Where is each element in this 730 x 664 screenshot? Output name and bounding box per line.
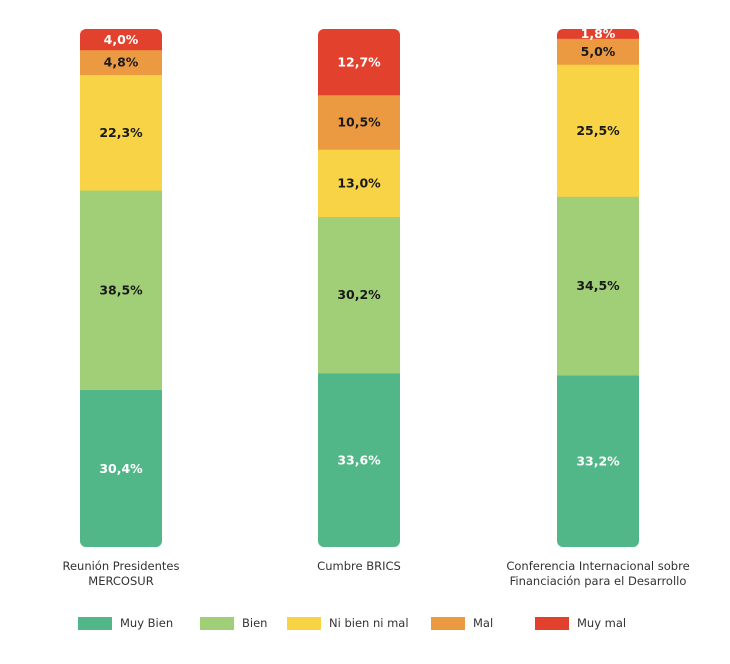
legend-item: Muy Bien (78, 616, 173, 630)
legend-item: Bien (200, 616, 267, 630)
data-label: 5,0% (581, 44, 616, 59)
category-label-line: Conferencia Internacional sobre (506, 559, 690, 573)
category-label: Conferencia Internacional sobre Financiac… (488, 559, 708, 589)
data-label: 33,6% (337, 452, 381, 467)
bar-segment-ni-bien-ni-mal (80, 74, 162, 191)
legend-label: Mal (473, 616, 494, 630)
bar-segment-ni-bien-ni-mal (557, 64, 639, 197)
bar-segment-muy-mal (557, 29, 639, 39)
legend-item: Ni bien ni mal (287, 616, 409, 630)
data-label: 25,5% (576, 123, 620, 138)
bar-segment-bien (80, 190, 162, 391)
bar-segment-bien (318, 216, 400, 374)
bar-segment-mal (318, 94, 400, 150)
data-label: 30,4% (99, 461, 143, 476)
data-label: 12,7% (337, 54, 381, 69)
category-label-line: Financiación para el Desarrollo (509, 574, 687, 588)
bar-segment-bien (557, 196, 639, 376)
legend-item: Muy mal (535, 616, 626, 630)
category-label-line: Cumbre BRICS (317, 559, 401, 573)
data-label: 33,2% (576, 454, 620, 469)
legend-label: Muy Bien (120, 616, 174, 630)
legend-label: Bien (242, 616, 268, 630)
legend-swatch (200, 616, 234, 630)
bar-1 (318, 29, 400, 547)
bar-segment-muy-bien (318, 372, 400, 547)
bar-segment-muy-mal (318, 29, 400, 96)
data-label: 13,0% (337, 175, 381, 190)
category-label-line: MERCOSUR (88, 574, 154, 588)
bars-group (80, 29, 639, 547)
data-label: 38,5% (99, 282, 143, 297)
legend-label: Muy mal (577, 616, 627, 630)
legend-swatch (535, 616, 569, 630)
legend: Muy Bien Bien Ni bien ni mal Mal Muy mal (0, 616, 730, 632)
bar-segment-mal (80, 49, 162, 76)
data-label: 1,8% (581, 26, 616, 41)
bar-segment-mal (557, 38, 639, 65)
category-label: Cumbre BRICS (249, 559, 469, 574)
legend-item: Mal (431, 616, 493, 630)
category-label: Reunión Presidentes MERCOSUR (11, 559, 231, 589)
legend-swatch (78, 616, 112, 630)
legend-label: Ni bien ni mal (329, 616, 409, 630)
bar-segment-muy-bien (557, 375, 639, 547)
data-label: 22,3% (99, 125, 143, 140)
data-label: 4,8% (104, 55, 139, 70)
data-label: 10,5% (337, 114, 381, 129)
data-label: 34,5% (576, 278, 620, 293)
bar-segment-ni-bien-ni-mal (318, 149, 400, 218)
bar-0 (80, 29, 162, 547)
legend-swatch (287, 616, 321, 630)
data-label: 30,2% (337, 287, 381, 302)
bar-segment-muy-mal (80, 29, 162, 51)
bar-segment-muy-bien (80, 389, 162, 547)
data-label: 4,0% (104, 32, 139, 47)
legend-swatch (431, 616, 465, 630)
category-label-line: Reunión Presidentes (62, 559, 180, 573)
bar-2 (557, 29, 639, 547)
